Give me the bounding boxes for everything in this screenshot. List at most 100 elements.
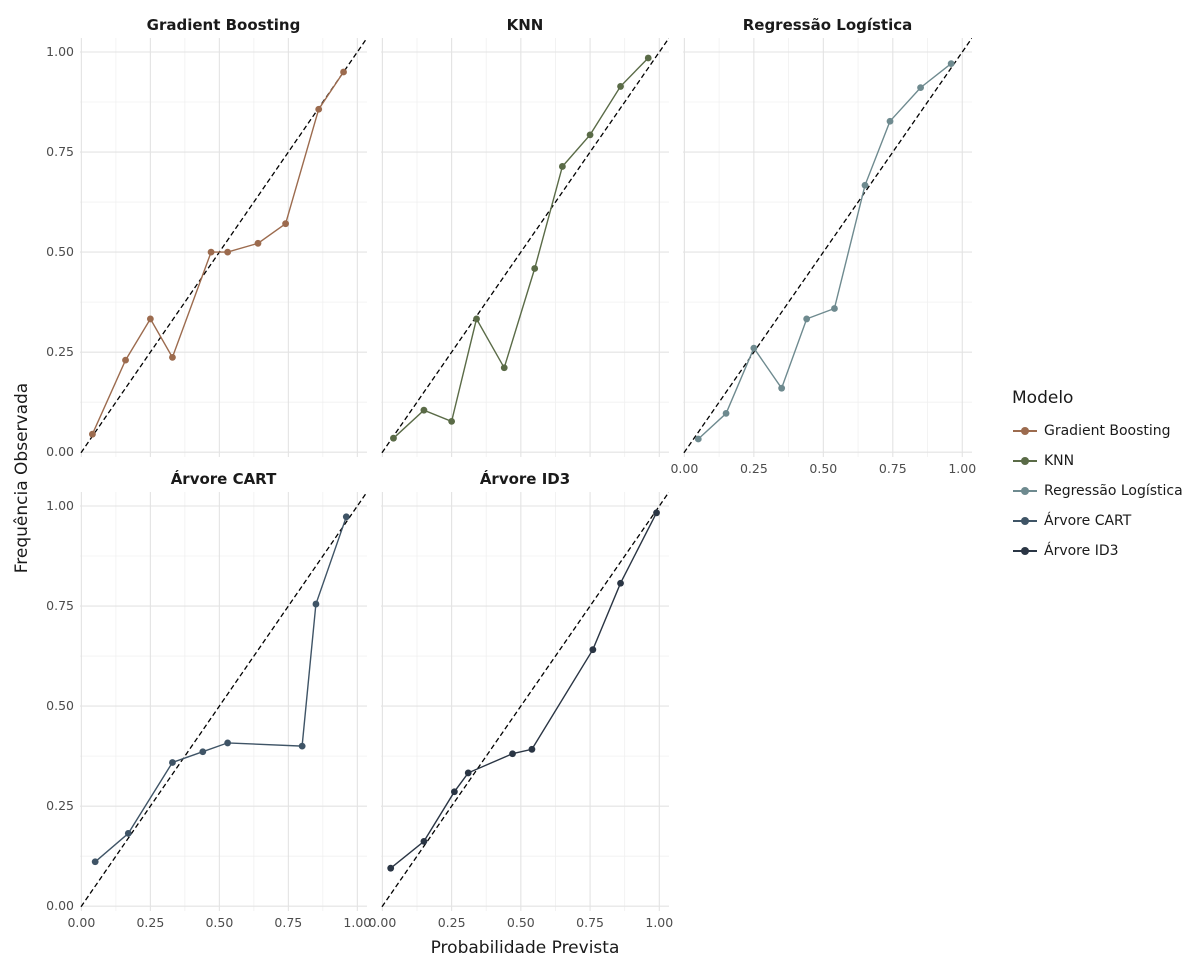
x-tick-label: 0.50 bbox=[507, 915, 535, 930]
data-point bbox=[750, 344, 758, 352]
panel-0: Gradient Boosting 0.00 0.25 0.50 0.75 1.00 bbox=[46, 16, 367, 459]
data-point bbox=[122, 356, 129, 364]
data-point bbox=[448, 417, 456, 425]
data-point bbox=[207, 248, 215, 256]
data-point bbox=[387, 864, 395, 872]
legend-item: Regressão Logística bbox=[1012, 476, 1183, 506]
y-tick-label: 0.25 bbox=[46, 798, 74, 813]
data-point bbox=[694, 435, 702, 443]
data-point bbox=[528, 745, 536, 753]
data-point bbox=[298, 742, 306, 750]
data-point bbox=[861, 181, 869, 189]
x-tick-label: 0.00 bbox=[67, 915, 95, 930]
data-point bbox=[390, 434, 397, 442]
y-tick-label: 0.50 bbox=[46, 244, 74, 259]
x-tick-label: 0.25 bbox=[136, 915, 164, 930]
data-point bbox=[312, 600, 320, 608]
data-point bbox=[500, 364, 508, 372]
reference-diagonal bbox=[683, 38, 972, 456]
panel-1: KNN bbox=[381, 16, 669, 457]
legend-item: Árvore ID3 bbox=[1012, 536, 1183, 566]
data-point bbox=[464, 769, 472, 777]
data-point bbox=[653, 509, 660, 517]
data-point bbox=[420, 406, 428, 414]
panel-3: Árvore CART 0.00 0.25 0.50 0.75 1.00 0.00 0.25 0… bbox=[46, 469, 371, 930]
data-point bbox=[558, 163, 566, 170]
y-axis-title: Frequência Observada bbox=[12, 382, 32, 574]
data-point bbox=[947, 60, 955, 68]
x-axis-title: Probabilidade Prevista bbox=[430, 938, 620, 958]
data-point bbox=[586, 131, 594, 139]
y-tick-label: 0.25 bbox=[46, 344, 74, 359]
legend-title: Modelo bbox=[1012, 388, 1074, 408]
series-line bbox=[697, 63, 952, 440]
x-tick-label: 0.75 bbox=[274, 915, 302, 930]
x-tick-label: 1.00 bbox=[343, 915, 371, 930]
y-tick-label: 0.50 bbox=[46, 698, 74, 713]
x-tick-label: 0.50 bbox=[809, 461, 837, 476]
reference-diagonal bbox=[381, 492, 669, 910]
series-line bbox=[390, 512, 658, 869]
data-point bbox=[644, 54, 652, 62]
panel-title: Árvore ID3 bbox=[480, 469, 570, 488]
y-tick-label: 1.00 bbox=[46, 44, 74, 59]
data-point bbox=[617, 579, 624, 587]
x-tick-label: 0.75 bbox=[879, 461, 907, 476]
data-point bbox=[282, 220, 289, 228]
data-point bbox=[169, 759, 176, 766]
data-point bbox=[342, 513, 350, 521]
series-line bbox=[94, 516, 347, 863]
legend-item: Árvore CART bbox=[1012, 506, 1183, 536]
legend-label: KNN bbox=[1044, 453, 1075, 469]
y-tick-label: 0.75 bbox=[46, 598, 74, 613]
data-point bbox=[531, 265, 539, 272]
x-tick-label: 0.00 bbox=[670, 461, 698, 476]
panel-title: Regressão Logística bbox=[743, 16, 913, 34]
y-tick-label: 0.00 bbox=[46, 444, 74, 459]
data-point bbox=[199, 748, 207, 756]
legend-key bbox=[1012, 515, 1038, 527]
legend-key bbox=[1012, 425, 1038, 437]
data-point bbox=[315, 105, 323, 113]
legend-key bbox=[1012, 545, 1038, 557]
panel-2: Regressão Logística 0.00 0.25 0.50 0.75 1.00 bbox=[670, 16, 976, 476]
legend-label: Regressão Logística bbox=[1044, 483, 1183, 499]
x-tick-label: 0.25 bbox=[438, 915, 466, 930]
series-line bbox=[393, 57, 649, 439]
legend-label: Árvore ID3 bbox=[1044, 543, 1119, 559]
reference-diagonal bbox=[80, 492, 367, 910]
data-point bbox=[91, 858, 99, 866]
data-point bbox=[89, 430, 96, 438]
legend: Modelo Gradient Boosting KNN Regressão Log… bbox=[1012, 388, 1183, 566]
legend-key bbox=[1012, 485, 1038, 497]
data-point bbox=[450, 788, 458, 796]
panel-4: Árvore ID3 0.00 0.25 0.50 0.75 1.00 bbox=[368, 469, 673, 930]
data-point bbox=[420, 837, 428, 845]
y-tick-label: 0.00 bbox=[46, 898, 74, 913]
panel-title: KNN bbox=[507, 16, 544, 34]
data-point bbox=[589, 646, 597, 654]
data-point bbox=[917, 84, 924, 92]
legend-item: Gradient Boosting bbox=[1012, 416, 1183, 446]
x-tick-label: 0.00 bbox=[368, 915, 396, 930]
data-point bbox=[169, 353, 176, 361]
reference-diagonal bbox=[381, 38, 669, 456]
legend-label: Árvore CART bbox=[1044, 513, 1132, 529]
data-point bbox=[778, 384, 786, 392]
data-point bbox=[254, 239, 262, 247]
x-tick-label: 0.75 bbox=[576, 915, 604, 930]
panel-title: Árvore CART bbox=[171, 469, 277, 488]
data-point bbox=[886, 117, 894, 125]
legend-label: Gradient Boosting bbox=[1044, 423, 1171, 439]
y-tick-label: 1.00 bbox=[46, 498, 74, 513]
series-line bbox=[91, 71, 345, 435]
panel-title: Gradient Boosting bbox=[147, 16, 301, 34]
y-tick-label: 0.75 bbox=[46, 144, 74, 159]
x-tick-label: 0.25 bbox=[740, 461, 768, 476]
data-point bbox=[224, 248, 232, 256]
legend-item: KNN bbox=[1012, 446, 1183, 476]
data-point bbox=[617, 83, 624, 90]
data-point bbox=[146, 315, 154, 323]
data-point bbox=[340, 68, 347, 76]
